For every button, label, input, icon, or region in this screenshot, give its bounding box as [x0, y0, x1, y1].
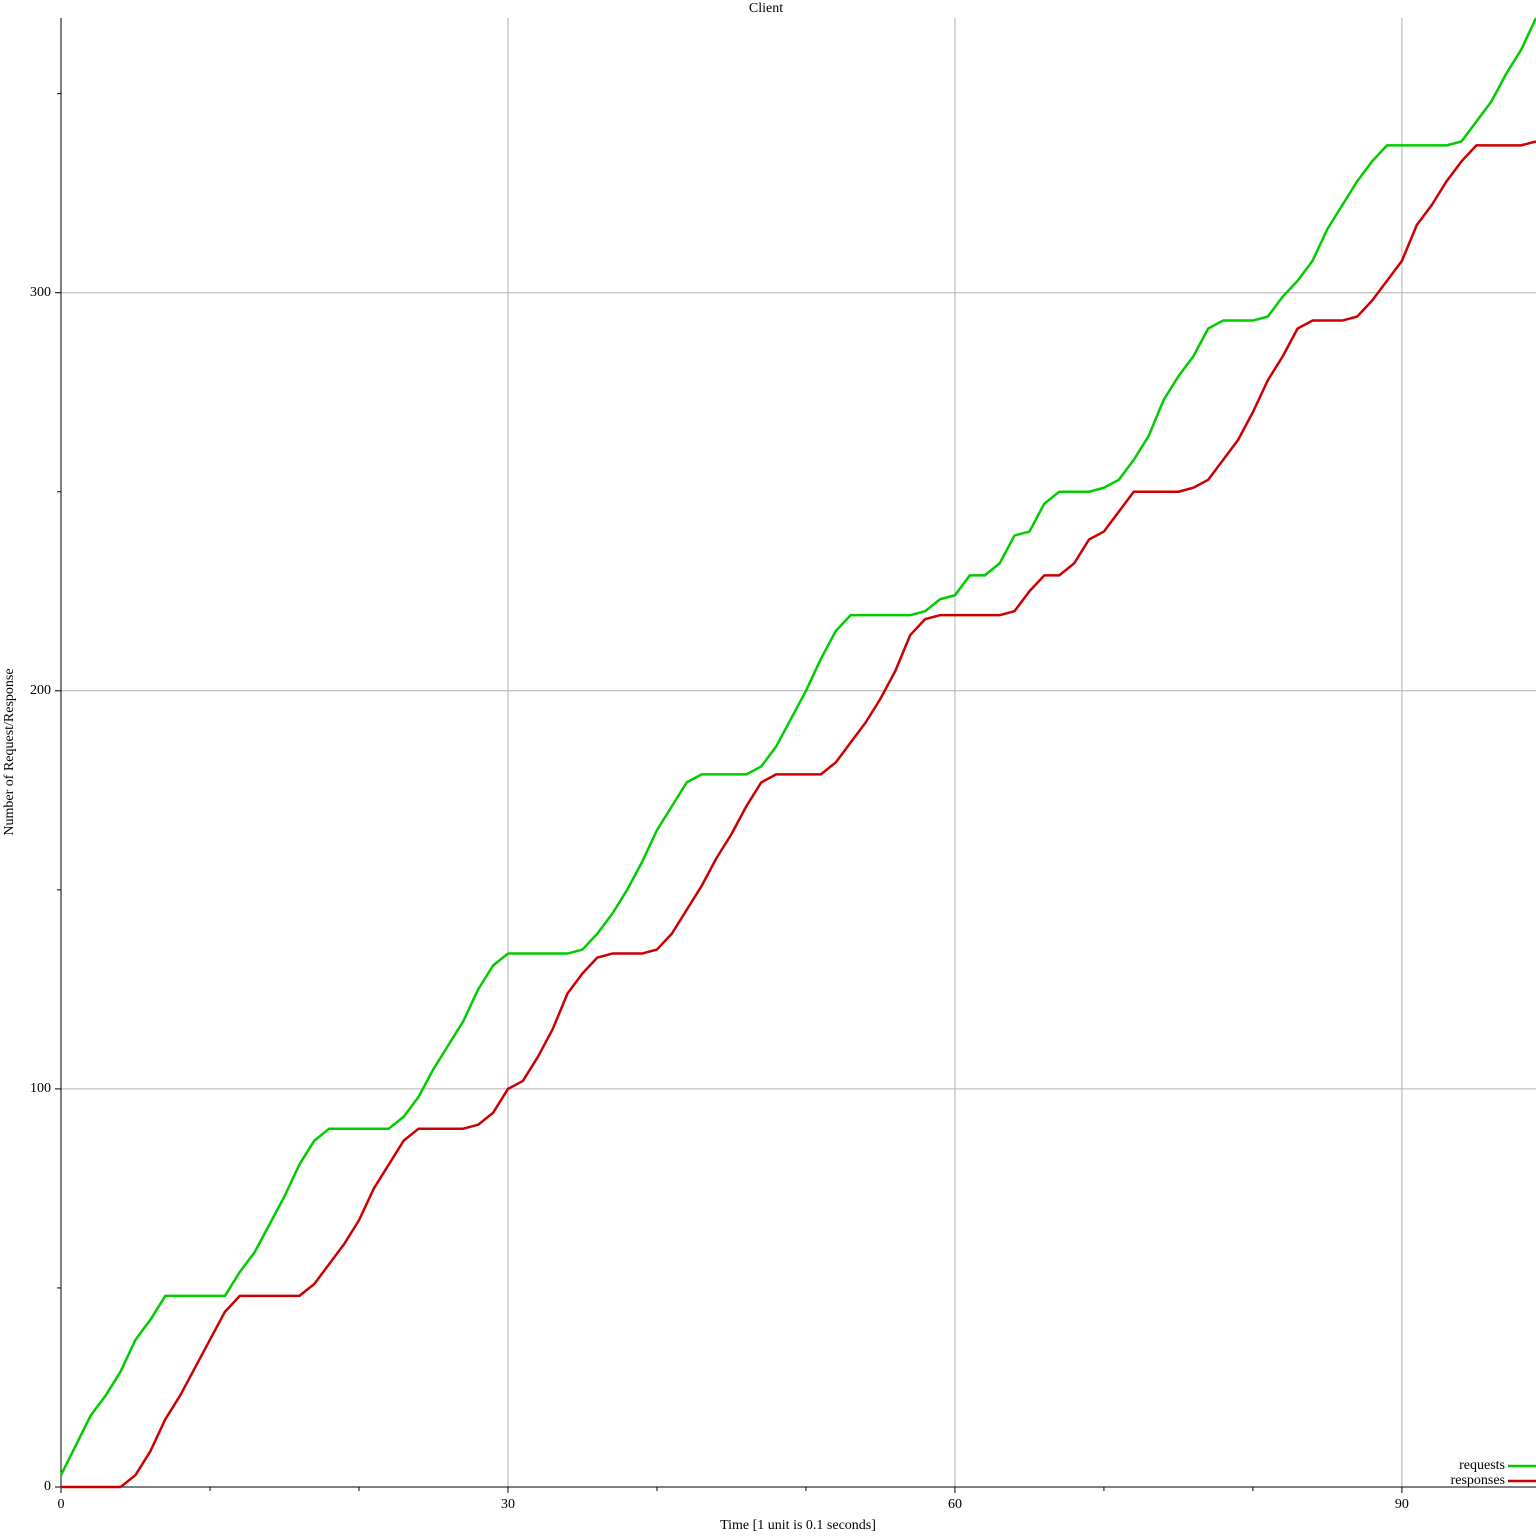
- chart-title: Client: [749, 1, 783, 16]
- y-tick-label: 200: [30, 683, 51, 698]
- x-tick-label: 90: [1395, 1497, 1409, 1512]
- x-tick-label: 60: [948, 1497, 962, 1512]
- series-line: [59, 17, 1536, 1476]
- series-line: [61, 140, 1536, 1489]
- y-tick-label: 0: [44, 1479, 51, 1494]
- y-axis-label: Number of Request/Response: [2, 668, 17, 835]
- legend-label: requests: [1459, 1458, 1505, 1473]
- x-tick-label: 30: [501, 1497, 515, 1512]
- x-tick-label: 0: [58, 1497, 65, 1512]
- y-tick-label: 100: [30, 1081, 51, 1096]
- y-tick-label: 300: [30, 285, 51, 300]
- x-axis-label: Time [1 unit is 0.1 seconds]: [720, 1518, 876, 1533]
- legend-label: responses: [1451, 1473, 1505, 1488]
